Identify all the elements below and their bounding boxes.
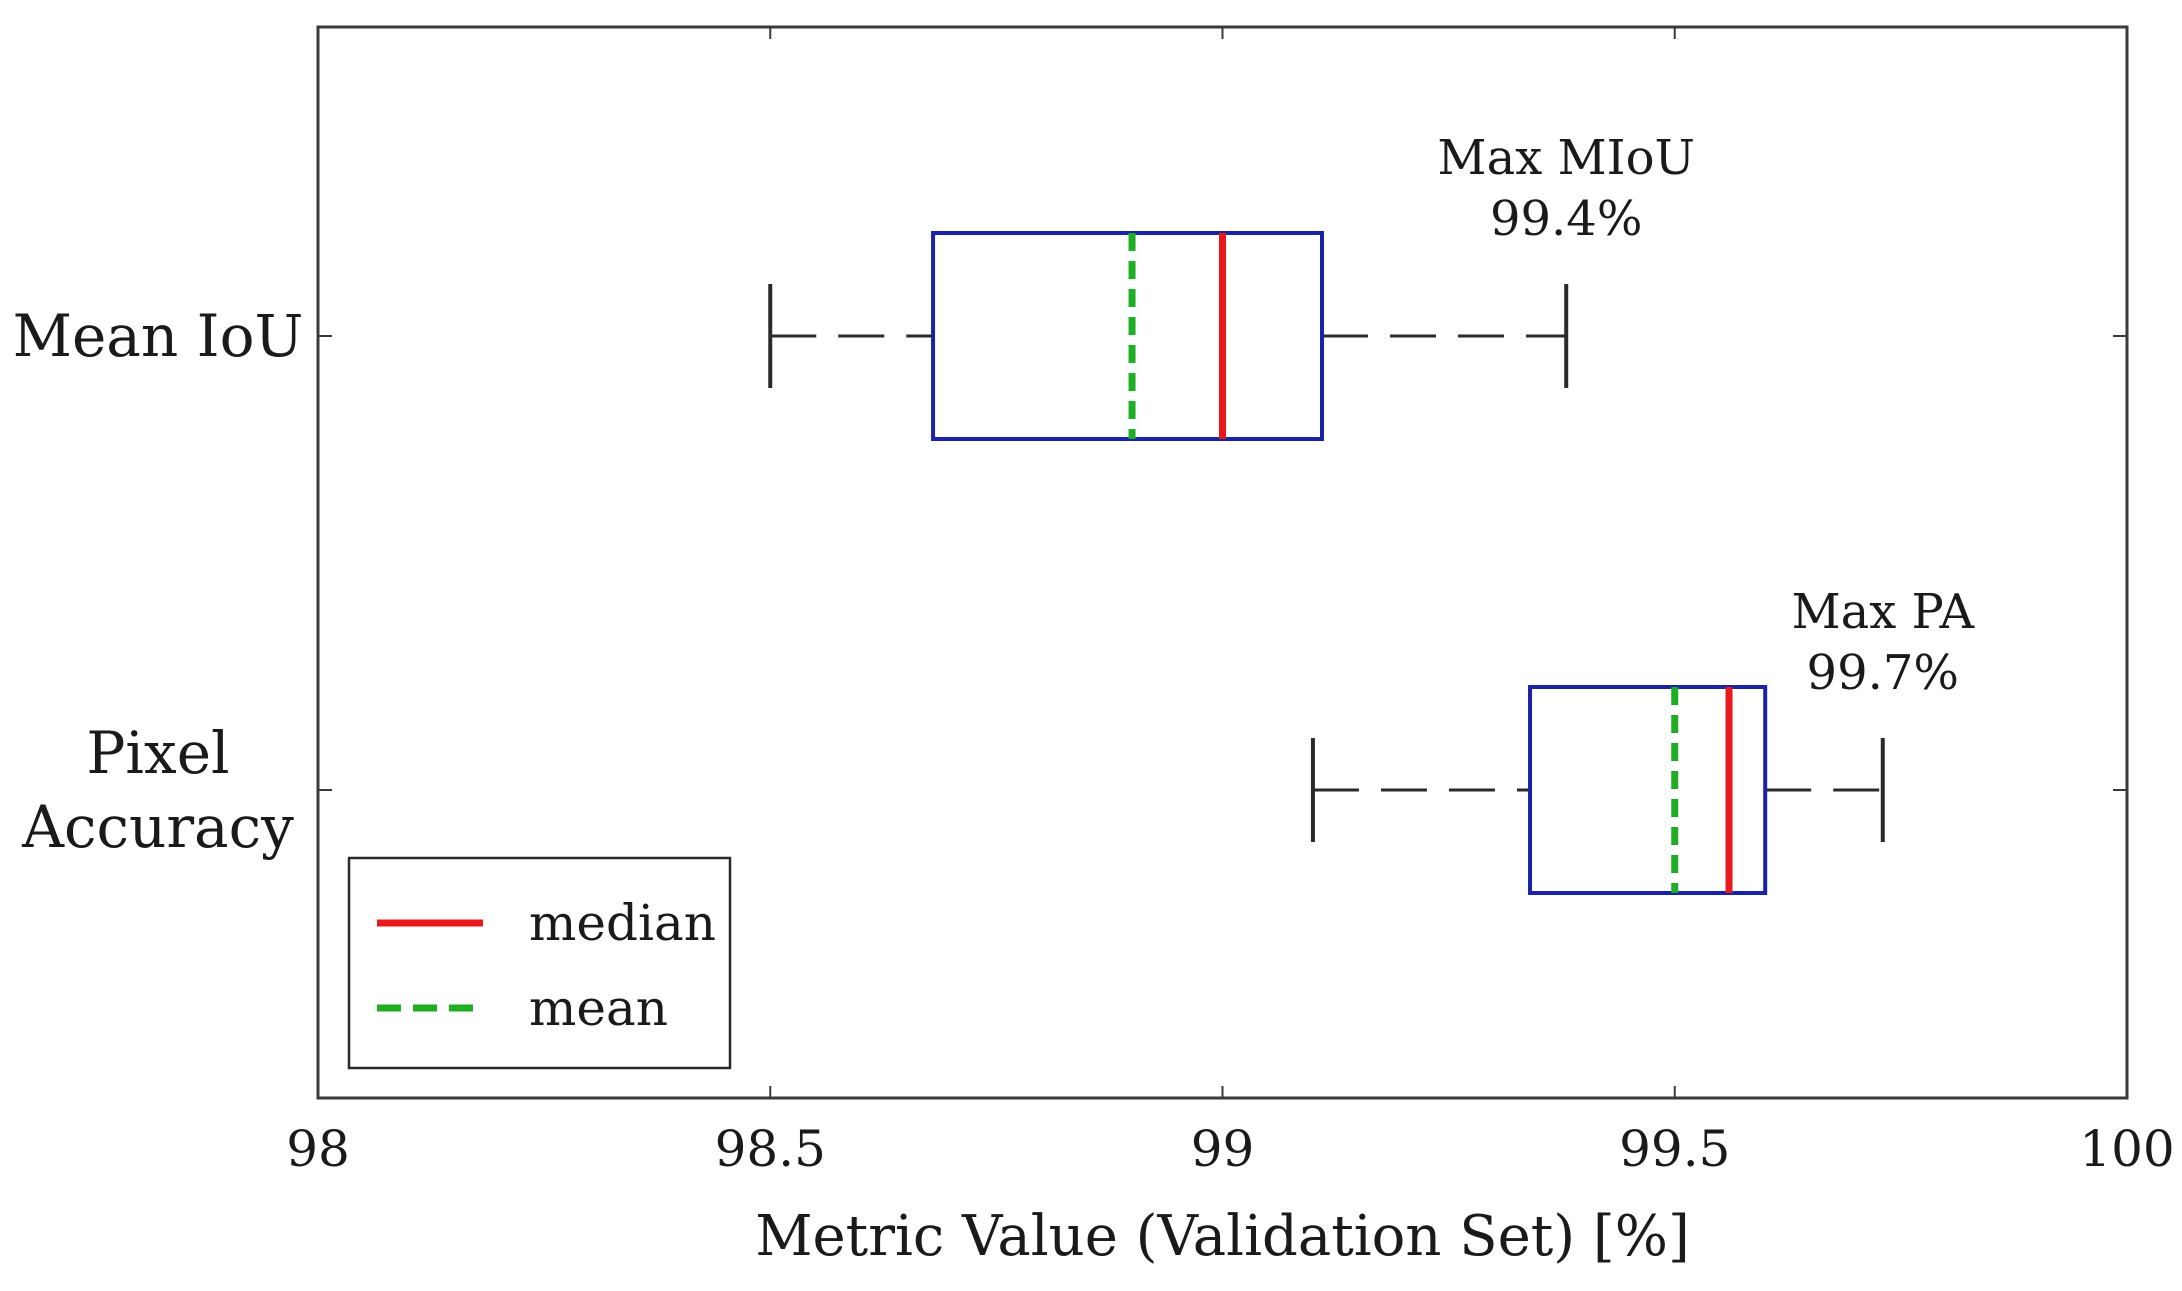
axes: 98 98.5 99 99.5 100 Metric Value (Validation … xyxy=(13,25,2175,1269)
x-axis-title: Metric Value (Validation Set) [%] xyxy=(755,1204,1690,1269)
y-category-label: Pixel xyxy=(86,719,229,787)
y-category-label: Mean IoU xyxy=(13,302,304,370)
max-annotation-title: Max PA xyxy=(1791,584,1975,640)
legend-label-median: median xyxy=(529,894,716,952)
x-tick-label: 100 xyxy=(2079,1120,2174,1178)
iqr-box xyxy=(1528,685,1768,895)
x-tick-label: 99 xyxy=(1191,1120,1255,1178)
max-annotation-value: 99.7% xyxy=(1807,645,1959,701)
x-tick-label: 98.5 xyxy=(715,1120,826,1178)
legend-label-mean: mean xyxy=(529,979,668,1037)
max-annotation-value: 99.4% xyxy=(1490,191,1642,247)
x-tick-label: 98 xyxy=(286,1120,350,1178)
max-annotation-title: Max MIoU xyxy=(1437,130,1695,186)
legend: median mean xyxy=(347,856,732,1070)
y-category-label: Accuracy xyxy=(21,793,294,861)
legend-box xyxy=(347,856,732,1070)
iqr-box xyxy=(931,231,1324,441)
x-tick-label: 99.5 xyxy=(1619,1120,1730,1178)
